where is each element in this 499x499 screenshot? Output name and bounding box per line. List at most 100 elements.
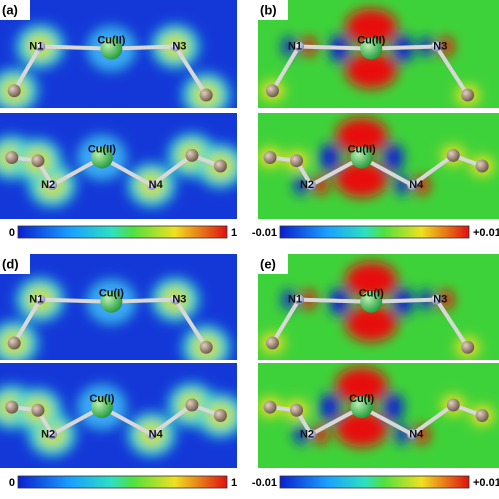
bond (434, 298, 470, 349)
atom-label: N1 (29, 293, 43, 305)
panel-label: (e) (260, 256, 276, 271)
nitrogen-atom (170, 41, 181, 52)
colorbar (17, 225, 228, 239)
blob (281, 36, 296, 57)
copper-atom (360, 290, 383, 313)
blob (319, 393, 340, 422)
panel-label: (b) (260, 2, 277, 17)
carbon-atom (263, 151, 277, 165)
bond (150, 403, 194, 437)
nitrogen-atom (35, 294, 46, 305)
atom-label: N4 (409, 179, 424, 191)
carbon-atom (290, 403, 304, 417)
density-map: N1 Cu(II) N3 (0, 0, 237, 108)
scale-max-label: 1 (231, 477, 237, 489)
carbon-atom (5, 400, 19, 414)
blob (345, 305, 398, 342)
panel-label-bg (258, 254, 288, 274)
panel: N1 Cu(II) N3 N2 Cu(II) N4 (a) 0 1 (0, 0, 237, 239)
carbon-atom (475, 409, 489, 422)
carbon-atom (290, 154, 304, 168)
density-map: N2 Cu(I) N4 (0, 363, 237, 468)
carbon-atom (199, 88, 213, 102)
nitrogen-atom (431, 294, 442, 305)
panel-label: (d) (2, 256, 19, 271)
atom-label: Cu(II) (348, 143, 376, 155)
blob (383, 143, 404, 172)
bond (173, 45, 208, 97)
nitrogen-atom (293, 41, 304, 52)
blob (335, 117, 388, 154)
atom-label: N4 (149, 428, 164, 440)
bond (270, 298, 301, 345)
nitrogen-atom (47, 429, 58, 440)
blob (345, 52, 398, 89)
blob (335, 411, 388, 448)
nitrogen-atom (293, 294, 304, 305)
atom-label: N1 (288, 40, 302, 52)
blob (335, 367, 388, 404)
copper-atom (100, 37, 123, 60)
bond (173, 298, 208, 349)
bond (270, 45, 301, 92)
density-map: N2 Cu(II) N4 (0, 113, 237, 219)
nitrogen-atom (306, 429, 317, 440)
bond (434, 45, 470, 97)
bond (298, 44, 372, 51)
atom-label: Cu(I) (359, 288, 384, 300)
copper-atom (90, 396, 113, 419)
nitrogen-atom (407, 180, 418, 191)
density-map: N1 Cu(I) N3 (0, 254, 237, 360)
density-map: N2 Cu(I) N4 (258, 363, 499, 468)
atom-label: N2 (41, 428, 55, 440)
atom-label: N4 (409, 428, 424, 440)
carbon-atom (265, 336, 279, 350)
density-map: N2 Cu(II) N4 (258, 113, 499, 219)
scale-max-label: +0.01 (473, 477, 499, 489)
panel: N1 Cu(II) N3 N2 Cu(II) N4 (b) -0.01 +0.01 (252, 0, 499, 239)
carbon-atom (185, 398, 199, 412)
nitrogen-atom (407, 429, 418, 440)
copper-atom (90, 146, 113, 169)
panel-label-bg (0, 0, 30, 20)
nitrogen-atom (170, 294, 181, 305)
scale-min-label: -0.01 (252, 227, 277, 239)
panel-label: (a) (2, 2, 18, 17)
scale-max-label: +0.01 (473, 227, 499, 239)
carbon-atom (446, 148, 460, 162)
blob (345, 261, 398, 298)
panel: N1 Cu(I) N3 N2 Cu(I) N4 (d) 0 1 (0, 254, 237, 489)
colorbar (279, 225, 470, 239)
nitrogen-atom (306, 180, 317, 191)
carbon-atom (263, 400, 277, 414)
carbon-atom (31, 403, 45, 417)
nitrogen-atom (47, 180, 58, 191)
nitrogen-atom (35, 41, 46, 52)
atom-label: Cu(I) (89, 393, 114, 405)
blob (294, 424, 309, 445)
atom-label: N1 (29, 40, 43, 52)
scale-max-label: 1 (231, 227, 237, 239)
atom-label: N3 (172, 40, 186, 52)
nitrogen-atom (146, 180, 157, 191)
bond (40, 297, 112, 304)
bond (411, 403, 455, 437)
bond (411, 153, 455, 187)
atom-label: N4 (149, 179, 164, 191)
bond (12, 45, 43, 92)
atom-label: N3 (433, 293, 447, 305)
atom-label: N3 (172, 293, 186, 305)
density-map: N1 Cu(II) N3 (258, 0, 499, 108)
carbon-atom (461, 340, 475, 354)
carbon-atom (31, 154, 45, 168)
nitrogen-atom (431, 41, 442, 52)
bond (298, 297, 372, 304)
bond (150, 153, 194, 187)
blob (319, 143, 340, 172)
copper-atom (100, 290, 123, 313)
scale-min-label: -0.01 (252, 477, 277, 489)
bond (40, 44, 112, 51)
atom-label: Cu(I) (349, 393, 374, 405)
carbon-atom (199, 340, 213, 354)
